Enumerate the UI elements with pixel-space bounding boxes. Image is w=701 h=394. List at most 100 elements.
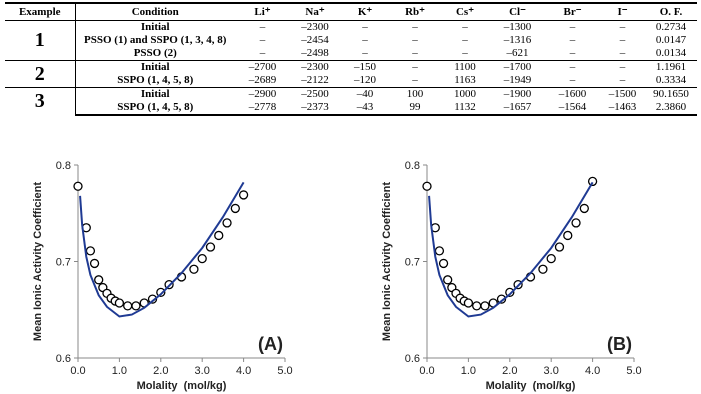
x-tick-label: 4.0 xyxy=(236,365,251,377)
value-cell: –2900 xyxy=(235,87,290,101)
x-axis-label: Molality (mol/kg) xyxy=(137,380,227,392)
data-point xyxy=(496,294,507,304)
data-point xyxy=(538,264,548,274)
data-point xyxy=(214,230,224,241)
y-axis-label: Mean Ionic Activity Coefficient xyxy=(381,182,393,341)
chart-b: 0.6 0.7 0.8 0.0 1.0 2.0 3.0 4.0 5.0 Molality (mol… xyxy=(381,160,642,392)
value-cell: – xyxy=(390,60,440,74)
value-cell: – xyxy=(362,47,368,59)
value-cell: – xyxy=(619,47,626,59)
data-point xyxy=(94,275,104,285)
data-point xyxy=(505,287,515,298)
data-point xyxy=(238,190,249,200)
value-cell: –43 xyxy=(340,101,390,116)
data-point xyxy=(579,203,589,214)
data-point xyxy=(587,176,598,187)
value-cell: 1132 xyxy=(440,101,490,116)
table-body: 1 Initial – –2300– – – –1300– –0.2734 PSSO (1) a… xyxy=(5,20,697,116)
header-cell: Li⁺ xyxy=(235,2,290,21)
condition-cell: Initial xyxy=(75,60,235,74)
value-cell: – xyxy=(569,47,576,59)
data-point xyxy=(443,275,453,285)
fit-line xyxy=(79,181,245,318)
header-cell: Br⁻ xyxy=(545,2,600,21)
value-cell: –2300 xyxy=(290,20,340,34)
data-point xyxy=(73,181,83,191)
example-cell: 1 xyxy=(5,20,76,61)
data-point xyxy=(563,230,573,241)
value-cell: 0.2734 xyxy=(645,20,697,34)
x-tick-label: 3.0 xyxy=(544,365,559,377)
header-cell: Condition xyxy=(75,2,235,21)
value-cell: – xyxy=(462,47,468,59)
value-cell: –1657 xyxy=(490,101,545,116)
data-point xyxy=(554,242,565,252)
x-tick-label: 2.0 xyxy=(502,365,517,377)
value-cell: – xyxy=(619,34,626,46)
value-cell: – xyxy=(619,74,626,86)
table-row: 1 Initial – –2300– – – –1300– –0.2734 xyxy=(5,20,697,61)
value-cell: –2700 xyxy=(235,60,290,74)
x-tick-label: 0.0 xyxy=(70,365,85,377)
example-cell: 3 xyxy=(5,87,76,115)
table-row: SSPO (1, 4, 5, 8) –2689 –2122 –120 – 1163 –194… xyxy=(5,74,697,88)
header-cell: Cl⁻ xyxy=(490,2,545,21)
value-cell: –2373 xyxy=(290,101,340,116)
value-cell: 1.1961 xyxy=(645,60,697,74)
x-tick-label: 1.0 xyxy=(461,365,476,377)
value-cell: – xyxy=(600,60,645,74)
value-cell: –1949 xyxy=(503,74,532,86)
data-point xyxy=(463,298,474,308)
header-row: Example Condition Li⁺ Na⁺ K⁺ Rb⁺ Cs⁺ Cl⁻ Br⁻ I⁻ O.… xyxy=(5,2,697,21)
condition-cell: PSSO (1) and SSPO (1, 3, 4, 8) xyxy=(84,34,227,46)
y-tick-label: 0.7 xyxy=(56,257,71,269)
annotation: (B) xyxy=(607,334,632,354)
value-cell: 1000 xyxy=(440,87,490,101)
value-cell: –2498 xyxy=(301,47,329,59)
header-cell: Cs⁺ xyxy=(440,2,490,21)
value-cell: – xyxy=(259,34,266,46)
value-cell: –621 xyxy=(506,47,529,59)
value-cell: –1900 xyxy=(490,87,545,101)
y-tick-label: 0.8 xyxy=(405,160,420,172)
table-row: 3 Initial –2900 –2500 –40 100 1000 –1900 –1600 –1… xyxy=(5,87,697,115)
table-row: SSPO (1, 4, 5, 8) –2778 –2373 –43 99 1132 –165… xyxy=(5,101,697,116)
header-cell: Rb⁺ xyxy=(390,2,440,21)
data-point xyxy=(123,301,133,311)
value-cell: –1500 xyxy=(600,87,645,101)
data-point xyxy=(189,264,199,274)
x-tick-label: 5.0 xyxy=(277,365,292,377)
data-point xyxy=(131,301,141,311)
x-tick-label: 0.0 xyxy=(419,365,434,377)
value-cell: 100 xyxy=(390,87,440,101)
data-point xyxy=(434,246,445,256)
y-axis-label: Mean Ionic Activity Coefficient xyxy=(32,182,44,341)
header-cell: Na⁺ xyxy=(290,2,340,21)
data-point xyxy=(422,181,432,191)
value-cell: – xyxy=(390,20,440,34)
data-point xyxy=(114,298,125,308)
fit-line xyxy=(428,181,594,318)
value-cell: 2.3860 xyxy=(645,101,697,116)
value-cell: 1163 xyxy=(454,74,476,86)
value-cell: –2500 xyxy=(290,87,340,101)
value-cell: – xyxy=(235,20,290,34)
header-cell: Example xyxy=(5,2,76,21)
y-tick-label: 0.8 xyxy=(56,160,71,172)
x-tick-label: 1.0 xyxy=(112,365,127,377)
annotation: (A) xyxy=(258,334,283,354)
value-cell: – xyxy=(412,34,418,46)
value-cell: – xyxy=(600,20,645,34)
value-cell: –1564 xyxy=(545,101,600,116)
data-point xyxy=(438,258,449,269)
y-tick-label: 0.6 xyxy=(56,353,71,365)
value-cell: –1600 xyxy=(545,87,600,101)
data-point xyxy=(571,218,581,228)
condition-cell: PSSO (2) xyxy=(133,47,177,59)
data-point xyxy=(222,218,232,228)
x-tick-label: 2.0 xyxy=(153,365,168,377)
value-cell: –2689 xyxy=(248,74,277,86)
x-axis-label: Molality (mol/kg) xyxy=(486,380,576,392)
header-cell: K⁺ xyxy=(340,2,390,21)
